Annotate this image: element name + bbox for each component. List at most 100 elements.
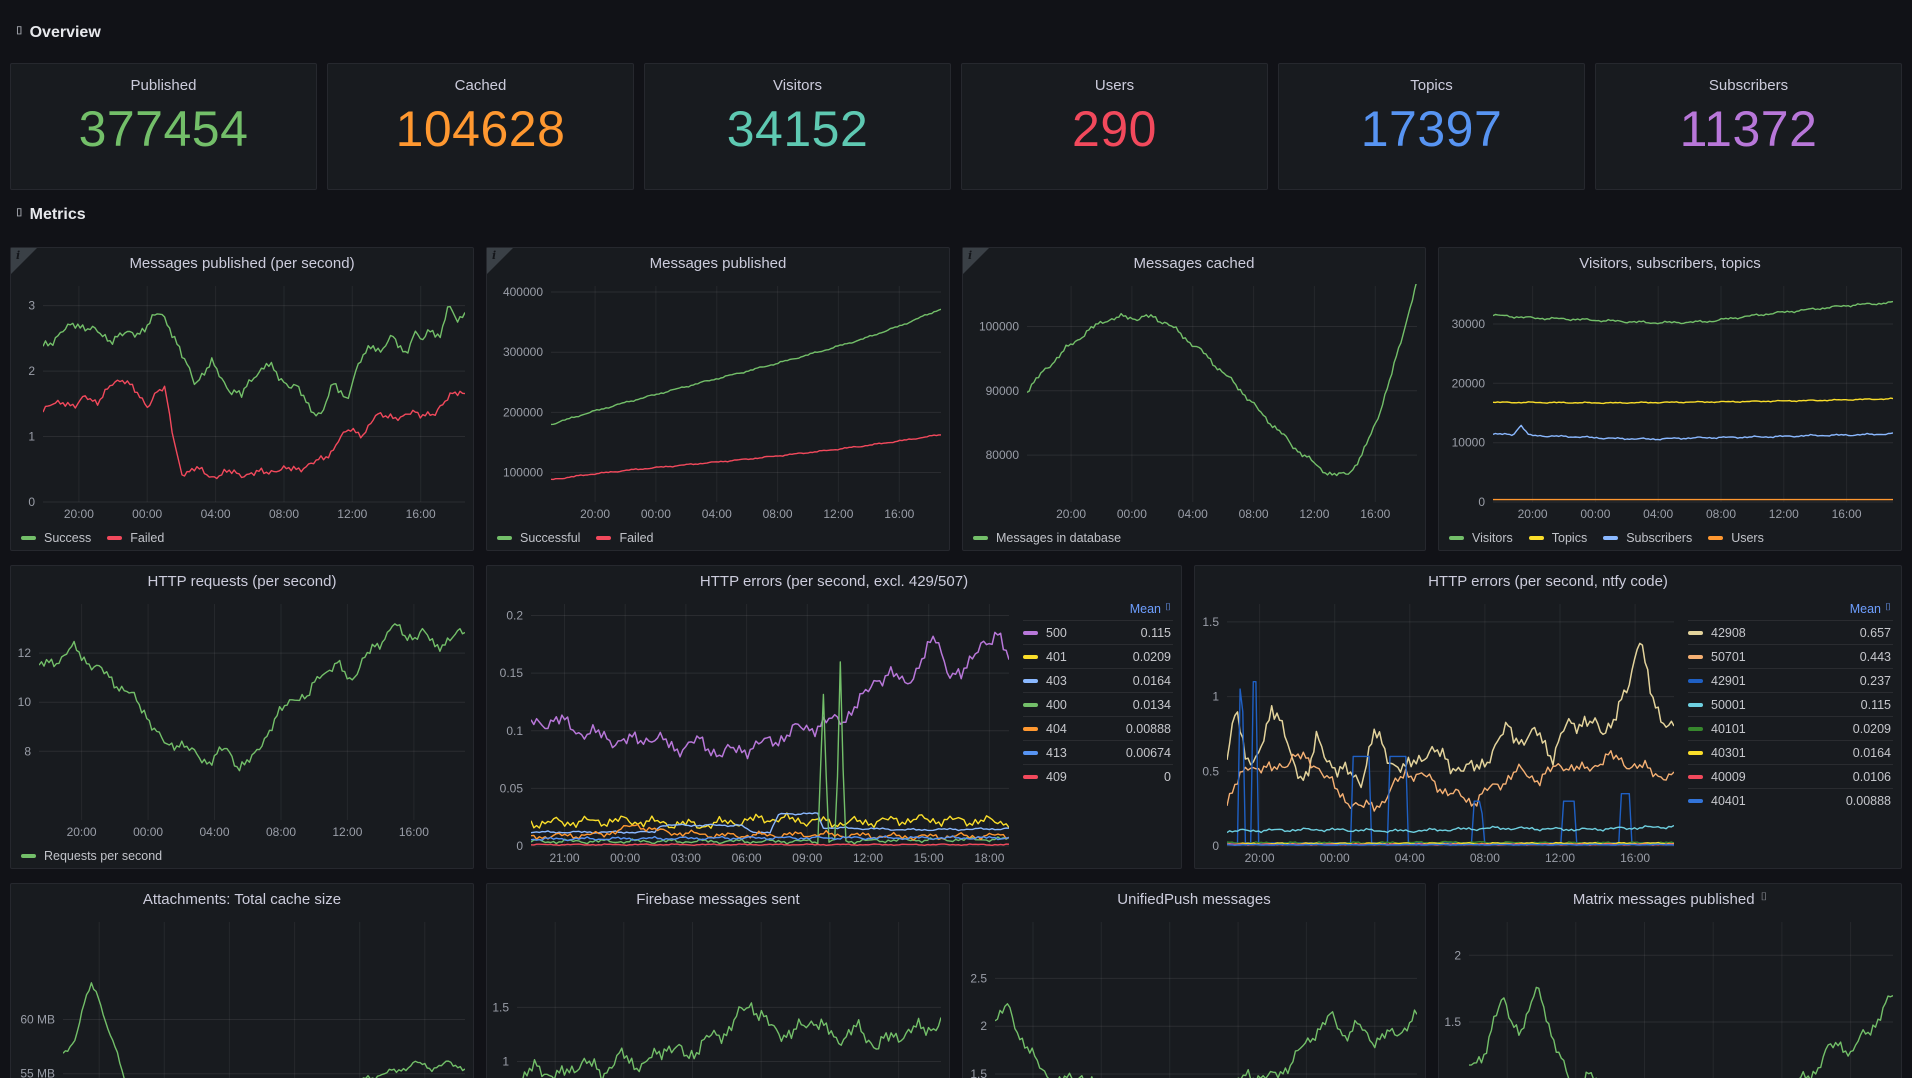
svg-text:1: 1 bbox=[502, 1055, 509, 1069]
plot-area: 0 0.5 1 1.5 20:00 00:00 04:00 08:00 12:00 16:00 bbox=[1195, 596, 1682, 868]
legend-table-row[interactable]: 403 0.0164 bbox=[1023, 668, 1173, 692]
legend-table-row[interactable]: 50701 0.443 bbox=[1688, 644, 1893, 668]
chart-canvas: 55 MB 60 MB bbox=[20, 922, 465, 1078]
series-mean-value: 0.657 bbox=[1859, 625, 1891, 640]
panel-title[interactable]: Messages published (per second) bbox=[129, 254, 355, 272]
legend-item[interactable]: Messages in database bbox=[973, 531, 1121, 545]
panel-title[interactable]: Messages cached bbox=[1133, 254, 1255, 272]
section-header-metrics[interactable]: ⌷ Metrics bbox=[16, 206, 86, 224]
series-color-swatch bbox=[1688, 726, 1703, 731]
legend-table-row[interactable]: 40401 0.00888 bbox=[1688, 788, 1893, 812]
svg-text:16:00: 16:00 bbox=[1832, 507, 1862, 521]
legend-item[interactable]: Topics bbox=[1528, 531, 1587, 545]
svg-text:20:00: 20:00 bbox=[67, 825, 97, 839]
legend-item[interactable]: Requests per second bbox=[21, 849, 162, 863]
chart-canvas: 8 10 12 20:00 00:00 04:00 08:00 12:00 16:00 bbox=[18, 604, 465, 839]
legend-table-row[interactable]: 42901 0.237 bbox=[1688, 668, 1893, 692]
series-label: 50001 bbox=[1711, 697, 1746, 712]
svg-text:04:00: 04:00 bbox=[1643, 507, 1673, 521]
legend-item[interactable]: Users bbox=[1708, 531, 1764, 545]
plot-area: 11.52 bbox=[1439, 914, 1901, 1078]
legend-item[interactable]: Success bbox=[21, 531, 91, 545]
legend-table-row[interactable]: 400 0.0134 bbox=[1023, 692, 1173, 716]
panel-title[interactable]: Firebase messages sent bbox=[636, 890, 800, 908]
stat-title: Visitors bbox=[773, 77, 822, 94]
chart-canvas: 0 0.05 0.1 0.15 0.2 21:00 00:00 03:00 06:00 09:00… bbox=[500, 604, 1009, 865]
svg-text:3: 3 bbox=[28, 299, 35, 313]
panel-title[interactable]: UnifiedPush messages bbox=[1117, 890, 1271, 908]
legend-mean-header[interactable]: Mean ⌷ bbox=[1849, 601, 1891, 617]
legend: Requests per second bbox=[21, 849, 162, 863]
legend-table-row[interactable]: 42908 0.657 bbox=[1688, 620, 1893, 644]
legend-table-row[interactable]: 401 0.0209 bbox=[1023, 644, 1173, 668]
series-label: 500 bbox=[1046, 625, 1067, 640]
panel-title[interactable]: Attachments: Total cache size bbox=[142, 890, 342, 908]
panel-info-icon[interactable]: i bbox=[963, 248, 989, 274]
svg-text:1.5: 1.5 bbox=[1444, 1015, 1461, 1029]
panel-title[interactable]: HTTP errors (per second, excl. 429/507) bbox=[699, 572, 969, 590]
svg-text:1.5: 1.5 bbox=[1202, 615, 1219, 629]
panel-title[interactable]: Messages published bbox=[649, 254, 787, 272]
legend-table-row[interactable]: 413 0.00674 bbox=[1023, 740, 1173, 764]
legend-table-row[interactable]: 50001 0.115 bbox=[1688, 692, 1893, 716]
panel-unifiedpush-messages: UnifiedPush messages 11.522.5 bbox=[962, 883, 1426, 1078]
series-label: 401 bbox=[1046, 649, 1067, 664]
svg-text:08:00: 08:00 bbox=[1470, 851, 1500, 865]
series-mean-value: 0.0209 bbox=[1852, 721, 1891, 736]
svg-text:100000: 100000 bbox=[503, 466, 543, 480]
plot-area: 0 1 2 3 20:00 00:00 04:00 08:00 12:00 16:00 bbox=[11, 278, 473, 524]
legend-item[interactable]: Subscribers bbox=[1603, 531, 1692, 545]
svg-text:1: 1 bbox=[1212, 690, 1219, 704]
legend-table-row[interactable]: 40301 0.0164 bbox=[1688, 740, 1893, 764]
panel-title[interactable]: Visitors, subscribers, topics bbox=[1579, 254, 1761, 272]
legend-item[interactable]: Visitors bbox=[1449, 531, 1513, 545]
svg-text:0: 0 bbox=[516, 839, 523, 853]
legend-table-row[interactable]: 40009 0.0106 bbox=[1688, 764, 1893, 788]
svg-text:16:00: 16:00 bbox=[399, 825, 429, 839]
plot-area: 55 MB 60 MB bbox=[11, 914, 473, 1078]
svg-text:30000: 30000 bbox=[1452, 317, 1486, 331]
legend-table-row[interactable]: 500 0.115 bbox=[1023, 620, 1173, 644]
stat-panel-subscribers: Subscribers 11372 bbox=[1595, 63, 1902, 190]
chart-canvas: 0.511.5 bbox=[492, 922, 941, 1078]
svg-text:08:00: 08:00 bbox=[763, 507, 793, 521]
legend-item[interactable]: Failed bbox=[107, 531, 164, 545]
svg-text:8: 8 bbox=[24, 744, 31, 758]
legend-item[interactable]: Failed bbox=[596, 531, 654, 545]
chart-canvas: 0 1 2 3 20:00 00:00 04:00 08:00 12:00 16:00 bbox=[28, 286, 465, 521]
svg-text:12:00: 12:00 bbox=[337, 507, 367, 521]
panel-info-icon[interactable]: i bbox=[11, 248, 37, 274]
series-label: 40401 bbox=[1711, 793, 1746, 808]
panel-info-icon[interactable]: i bbox=[487, 248, 513, 274]
chevron-down-icon: ⌷ bbox=[1760, 890, 1768, 903]
svg-text:04:00: 04:00 bbox=[199, 825, 229, 839]
series-mean-value: 0.237 bbox=[1859, 673, 1891, 688]
series-color-swatch bbox=[1688, 654, 1703, 659]
legend-mean-header[interactable]: Mean ⌷ bbox=[1129, 601, 1171, 617]
panel-title[interactable]: HTTP requests (per second) bbox=[147, 572, 337, 590]
panel-http-requests-per-second: HTTP requests (per second) 8 10 12 20:00 00:0… bbox=[10, 565, 474, 869]
svg-text:20:00: 20:00 bbox=[1056, 507, 1086, 521]
panel-title[interactable]: HTTP errors (per second, ntfy code) bbox=[1428, 572, 1668, 590]
svg-text:55 MB: 55 MB bbox=[20, 1067, 55, 1078]
svg-text:00:00: 00:00 bbox=[641, 507, 671, 521]
series-mean-value: 0.443 bbox=[1859, 649, 1891, 664]
series-label: 50701 bbox=[1711, 649, 1746, 664]
series-color-swatch bbox=[107, 536, 123, 540]
plot-area: 11.522.5 bbox=[963, 914, 1425, 1078]
svg-text:1.5: 1.5 bbox=[492, 1000, 509, 1014]
panel-title[interactable]: Matrix messages published ⌷ bbox=[1572, 890, 1768, 908]
series-mean-value: 0.00674 bbox=[1125, 745, 1171, 760]
series-mean-value: 0.0134 bbox=[1132, 697, 1171, 712]
chevron-down-icon: ⌷ bbox=[16, 206, 23, 219]
series-color-swatch bbox=[1688, 774, 1703, 779]
svg-text:0.1: 0.1 bbox=[506, 724, 523, 738]
stat-panel-published: Published 377454 bbox=[10, 63, 317, 190]
legend-table-row[interactable]: 409 0 bbox=[1023, 764, 1173, 788]
legend-item[interactable]: Successful bbox=[497, 531, 580, 545]
legend-table-row[interactable]: 404 0.00888 bbox=[1023, 716, 1173, 740]
svg-text:16:00: 16:00 bbox=[884, 507, 914, 521]
svg-text:60 MB: 60 MB bbox=[20, 1013, 55, 1027]
section-header-overview[interactable]: ⌷ Overview bbox=[16, 24, 101, 42]
legend-table-row[interactable]: 40101 0.0209 bbox=[1688, 716, 1893, 740]
